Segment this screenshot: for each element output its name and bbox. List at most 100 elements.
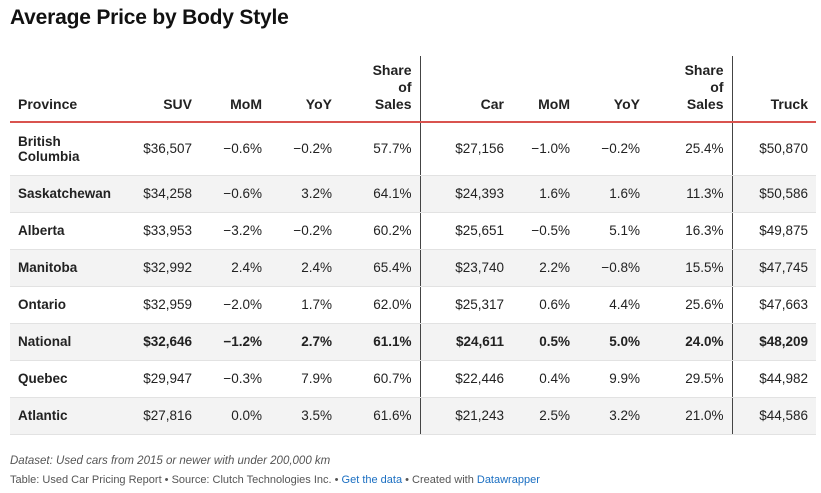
table-row: Alberta $33,953 −3.2% −0.2% 60.2% $25,651 −0.5… [10,212,816,250]
value-cell: 2.2% [512,249,578,287]
value-cell: −0.3% [200,360,270,398]
table-row: British Columbia $36,507 −0.6% −0.2% 57.7% $2… [10,122,816,176]
value-cell: $44,982 [731,360,816,398]
source-text: Table: Used Car Pricing Report • Source:… [10,474,342,486]
value-cell: 0.0% [200,397,270,435]
value-cell: 60.7% [340,360,420,398]
column-header-province-0: Province [10,56,125,123]
value-cell: 2.7% [270,323,340,361]
column-header-share-of-sales-4: Share of Sales [340,56,420,123]
price-table: Province SUV MoM YoY Share of Sales Car MoM YoY… [10,56,816,435]
table-header-row: Province SUV MoM YoY Share of Sales Car MoM YoY… [10,56,816,123]
value-cell: −0.2% [578,122,648,176]
value-cell: $25,317 [419,286,512,324]
source-line: Table: Used Car Pricing Report • Source:… [10,474,540,486]
value-cell: $33,953 [125,212,200,250]
value-cell: 65.4% [340,249,420,287]
value-cell: −0.5% [512,212,578,250]
value-cell: 5.1% [578,212,648,250]
value-cell: 57.7% [340,122,420,176]
column-header-mom-2: MoM [200,56,270,123]
value-cell: 2.4% [270,249,340,287]
value-cell: $34,258 [125,175,200,213]
table-row: Atlantic $27,816 0.0% 3.5% 61.6% $21,243 2.5% 3… [10,397,816,435]
column-header-truck-9: Truck [731,56,816,123]
value-cell: 3.2% [578,397,648,435]
column-header-yoy-7: YoY [578,56,648,123]
value-cell: 7.9% [270,360,340,398]
value-cell: $47,663 [731,286,816,324]
value-cell: $32,992 [125,249,200,287]
column-header-suv-1: SUV [125,56,200,123]
value-cell: $32,646 [125,323,200,361]
province-cell: Saskatchewan [10,175,125,213]
value-cell: $32,959 [125,286,200,324]
get-data-link[interactable]: Get the data [341,474,403,486]
value-cell: $27,816 [125,397,200,435]
table-body: British Columbia $36,507 −0.6% −0.2% 57.7% $2… [10,122,816,435]
table-row: Quebec $29,947 −0.3% 7.9% 60.7% $22,446 0.4% 9.… [10,360,816,398]
value-cell: 64.1% [340,175,420,213]
value-cell: 2.4% [200,249,270,287]
value-cell: $47,745 [731,249,816,287]
value-cell: 11.3% [648,175,732,213]
table-row: Ontario $32,959 −2.0% 1.7% 62.0% $25,317 0.6% 4… [10,286,816,324]
value-cell: 4.4% [578,286,648,324]
value-cell: 5.0% [578,323,648,361]
value-cell: 25.4% [648,122,732,176]
value-cell: 3.5% [270,397,340,435]
value-cell: $25,651 [419,212,512,250]
column-header-yoy-3: YoY [270,56,340,123]
value-cell: $24,611 [419,323,512,361]
value-cell: 0.4% [512,360,578,398]
province-cell: Atlantic [10,397,125,435]
column-header-mom-6: MoM [512,56,578,123]
province-cell: British Columbia [10,122,125,176]
value-cell: −2.0% [200,286,270,324]
value-cell: 3.2% [270,175,340,213]
value-cell: −1.2% [200,323,270,361]
province-cell: National [10,323,125,361]
value-cell: $50,586 [731,175,816,213]
value-cell: $48,209 [731,323,816,361]
value-cell: $50,870 [731,122,816,176]
value-cell: −0.8% [578,249,648,287]
value-cell: 15.5% [648,249,732,287]
created-with-text: • Created with [402,474,477,486]
value-cell: −0.2% [270,122,340,176]
value-cell: $27,156 [419,122,512,176]
value-cell: 21.0% [648,397,732,435]
province-cell: Manitoba [10,249,125,287]
value-cell: 2.5% [512,397,578,435]
column-header-share-of-sales-8: Share of Sales [648,56,732,123]
value-cell: $22,446 [419,360,512,398]
value-cell: $36,507 [125,122,200,176]
value-cell: −3.2% [200,212,270,250]
datawrapper-link[interactable]: Datawrapper [476,474,540,486]
value-cell: $44,586 [731,397,816,435]
table-row: Saskatchewan $34,258 −0.6% 3.2% 64.1% $24,393… [10,175,816,213]
value-cell: 24.0% [648,323,732,361]
value-cell: 61.1% [340,323,420,361]
province-cell: Quebec [10,360,125,398]
value-cell: 1.7% [270,286,340,324]
column-header-car-5: Car [419,56,512,123]
value-cell: 9.9% [578,360,648,398]
value-cell: 25.6% [648,286,732,324]
table-row: National $32,646 −1.2% 2.7% 61.1% $24,611 0.5%… [10,323,816,361]
value-cell: $49,875 [731,212,816,250]
value-cell: 1.6% [512,175,578,213]
value-cell: −0.2% [270,212,340,250]
value-cell: 0.6% [512,286,578,324]
province-cell: Ontario [10,286,125,324]
value-cell: 62.0% [340,286,420,324]
dataset-note: Dataset: Used cars from 2015 or newer wi… [10,455,331,467]
value-cell: $21,243 [419,397,512,435]
province-cell: Alberta [10,212,125,250]
value-cell: 29.5% [648,360,732,398]
table-row: Manitoba $32,992 2.4% 2.4% 65.4% $23,740 2.2% −… [10,249,816,287]
value-cell: −0.6% [200,122,270,176]
value-cell: $23,740 [419,249,512,287]
value-cell: 1.6% [578,175,648,213]
value-cell: $29,947 [125,360,200,398]
